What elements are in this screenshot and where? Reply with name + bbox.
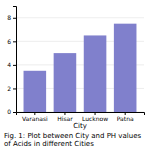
- tick-label: 8: [7, 14, 11, 21]
- grid: [16, 18, 144, 112]
- tick-label: 4: [7, 61, 11, 68]
- tick: 6: [7, 38, 16, 45]
- tick: Patna: [117, 112, 134, 122]
- tick: Varanasi: [22, 112, 48, 122]
- tick-label: 2: [7, 85, 11, 92]
- plot-area: 0 2 4 6 8 Varanasi Hisar Lucknow Patna: [7, 7, 144, 123]
- title-line: Fig. 1: Plot between City and PH values: [4, 132, 141, 140]
- tick: 4: [7, 61, 16, 68]
- y-axis: 0 2 4 6 8: [7, 7, 16, 116]
- tick-label: 0: [7, 108, 11, 115]
- tick: 0: [7, 108, 16, 115]
- bars: [24, 24, 137, 112]
- tick-mark: [13, 65, 16, 66]
- bar: [54, 53, 77, 112]
- tick-label: 6: [7, 38, 11, 45]
- tick-label: Varanasi: [22, 115, 48, 122]
- tick: 2: [7, 85, 16, 92]
- tick: 8: [7, 14, 16, 21]
- tick: Hisar: [57, 112, 73, 122]
- bar: [84, 35, 107, 112]
- tick-mark: [13, 112, 16, 113]
- axis-line: [13, 7, 17, 113]
- chart-svg: Fig. 1: Plot between City and PH valueso…: [0, 0, 150, 150]
- bar: [24, 71, 47, 112]
- tick-label: Hisar: [57, 115, 73, 122]
- bar: [114, 24, 137, 112]
- title-line: of Acids in different Cities: [4, 140, 94, 148]
- chart-container: Fig. 1: Plot between City and PH valueso…: [0, 0, 150, 150]
- grid-line: [16, 17, 144, 18]
- tick-label: Patna: [117, 115, 134, 122]
- x-axis: Varanasi Hisar Lucknow Patna: [17, 112, 145, 122]
- x-axis-label: City: [73, 122, 87, 130]
- tick-mark: [13, 88, 16, 89]
- tick-mark: [13, 18, 16, 19]
- title: Fig. 1: Plot between City and PH valueso…: [4, 132, 141, 148]
- tick: Lucknow: [82, 112, 108, 122]
- tick-mark: [13, 41, 16, 42]
